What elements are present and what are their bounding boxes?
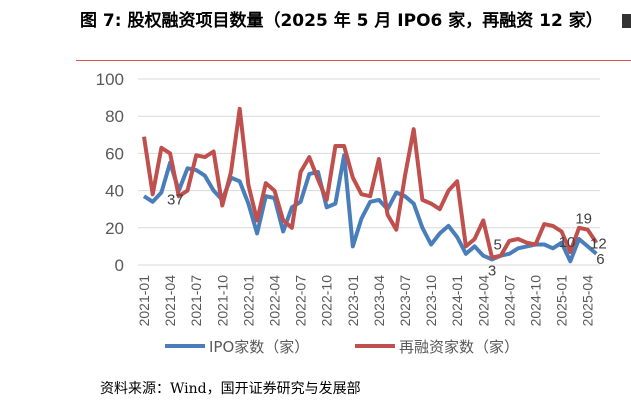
source-note: 资料来源：Wind，国开证券研究与发展部 [100, 381, 361, 397]
clipped-edge-text [622, 14, 631, 28]
data-label: 37 [167, 191, 184, 208]
data-label: 5 [494, 237, 502, 254]
y-tick-label: 80 [105, 107, 124, 126]
x-tick-label: 2023-07 [397, 275, 413, 327]
data-label: 6 [596, 251, 604, 268]
x-tick-label: 2021-10 [214, 275, 230, 327]
y-tick-label: 40 [105, 182, 124, 201]
series-line-refinance [142, 106, 599, 260]
data-label: 10 [559, 234, 576, 251]
data-label: 3 [488, 262, 496, 279]
x-tick-label: 2023-10 [423, 275, 439, 327]
x-tick-label: 2022-07 [293, 275, 309, 327]
y-tick-label: 100 [96, 70, 124, 89]
x-tick-label: 2024-04 [475, 275, 491, 327]
x-tick-label: 2023-01 [345, 275, 361, 327]
title-divider [76, 60, 631, 61]
x-tick-label: 2024-07 [501, 275, 517, 327]
y-tick-label: 20 [105, 219, 124, 238]
x-tick-label: 2022-04 [267, 275, 283, 327]
x-tick-label: 2021-07 [188, 275, 204, 327]
x-tick-label: 2021-01 [136, 275, 152, 327]
x-tick-label: 2025-04 [580, 275, 596, 327]
x-tick-label: 2022-01 [240, 275, 256, 327]
x-tick-label: 2024-01 [449, 275, 465, 327]
x-tick-label: 2025-01 [554, 275, 570, 327]
data-label: 12 [590, 236, 607, 253]
legend-label: 再融资家数（家） [399, 338, 519, 356]
x-tick-label: 2021-04 [162, 275, 178, 327]
y-tick-label: 0 [115, 256, 124, 275]
x-tick-label: 2022-10 [319, 275, 335, 327]
y-tick-label: 60 [105, 144, 124, 163]
legend-label: IPO家数（家） [209, 338, 309, 356]
series-line-ipo [142, 153, 598, 264]
data-label: 19 [575, 211, 592, 228]
x-tick-label: 2024-10 [528, 275, 544, 327]
x-tick-label: 2023-04 [371, 275, 387, 327]
figure-title: 图 7: 股权融资项目数量（2025 年 5 月 IPO6 家，再融资 12 家… [80, 11, 603, 31]
